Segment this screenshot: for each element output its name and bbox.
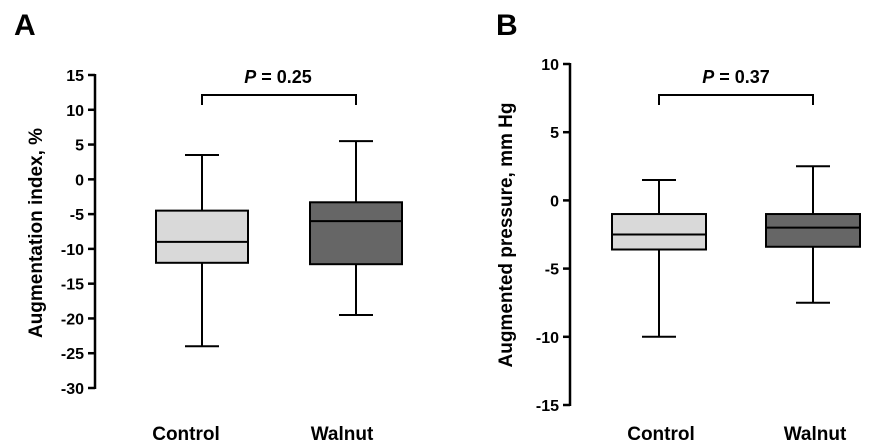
panel-a-category-walnut: Walnut <box>311 424 374 445</box>
panel-b-p-letter: P <box>702 67 715 87</box>
panel-a-significance-bracket <box>201 94 357 105</box>
panel-a-box-walnut <box>309 140 403 316</box>
panel-a: A Augmentation index, % Control Walnut P… <box>14 9 403 445</box>
panel-b-box-walnut <box>765 165 861 304</box>
panel-b-iqr-box <box>765 213 861 248</box>
panel-b-category-control: Control <box>627 424 695 445</box>
panel-a-box-control <box>155 153 249 348</box>
panel-a-letter: A <box>14 9 36 42</box>
panel-b-y-tick-label: 10 <box>541 57 559 74</box>
panel-a-p-text: = 0.25 <box>256 67 312 87</box>
panel-a-y-tick-label: -30 <box>61 381 84 398</box>
panel-a-category-control: Control <box>152 424 220 445</box>
panel-a-y-tick-label: -5 <box>70 207 84 224</box>
panel-b-significance-bracket <box>658 94 814 105</box>
panel-b-y-tick-label: -15 <box>536 398 559 415</box>
panel-b-y-tick-label: 0 <box>550 193 559 210</box>
panel-b-p-text: = 0.37 <box>714 67 770 87</box>
panel-b-y-tick-label: -5 <box>545 262 559 279</box>
panel-a-p-value: P = 0.25 <box>244 67 312 87</box>
panel-b-y-axis-title: Augmented pressure, mm Hg <box>496 103 517 368</box>
panel-a-y-tick-label: -20 <box>61 311 84 328</box>
panel-a-p-letter: P <box>244 67 257 87</box>
panel-b-y-tick-label: -10 <box>536 330 559 347</box>
panel-a-iqr-box <box>155 209 249 264</box>
panel-b-letter: B <box>496 9 518 42</box>
panel-b-category-walnut: Walnut <box>784 424 847 445</box>
panel-a-iqr-box <box>309 201 403 266</box>
panel-b-y-tick-label: 5 <box>550 125 559 142</box>
panel-b-iqr-box <box>611 213 707 251</box>
panel-a-y-tick-label: -10 <box>61 242 84 259</box>
panel-a-y-tick-label: -25 <box>61 346 84 363</box>
panel-a-y-axis-title: Augmentation index, % <box>26 128 47 338</box>
panel-b: B Augmented pressure, mm Hg Control Waln… <box>496 9 861 445</box>
panel-b-box-control <box>611 178 707 338</box>
panel-a-y-tick-label: -15 <box>61 277 84 294</box>
panel-a-y-tick-label: 0 <box>75 172 84 189</box>
panel-a-y-tick-label: 15 <box>66 68 84 85</box>
panel-b-p-value: P = 0.37 <box>702 67 770 87</box>
panel-a-y-tick-label: 5 <box>75 138 84 155</box>
panel-a-y-tick-label: 10 <box>66 103 84 120</box>
